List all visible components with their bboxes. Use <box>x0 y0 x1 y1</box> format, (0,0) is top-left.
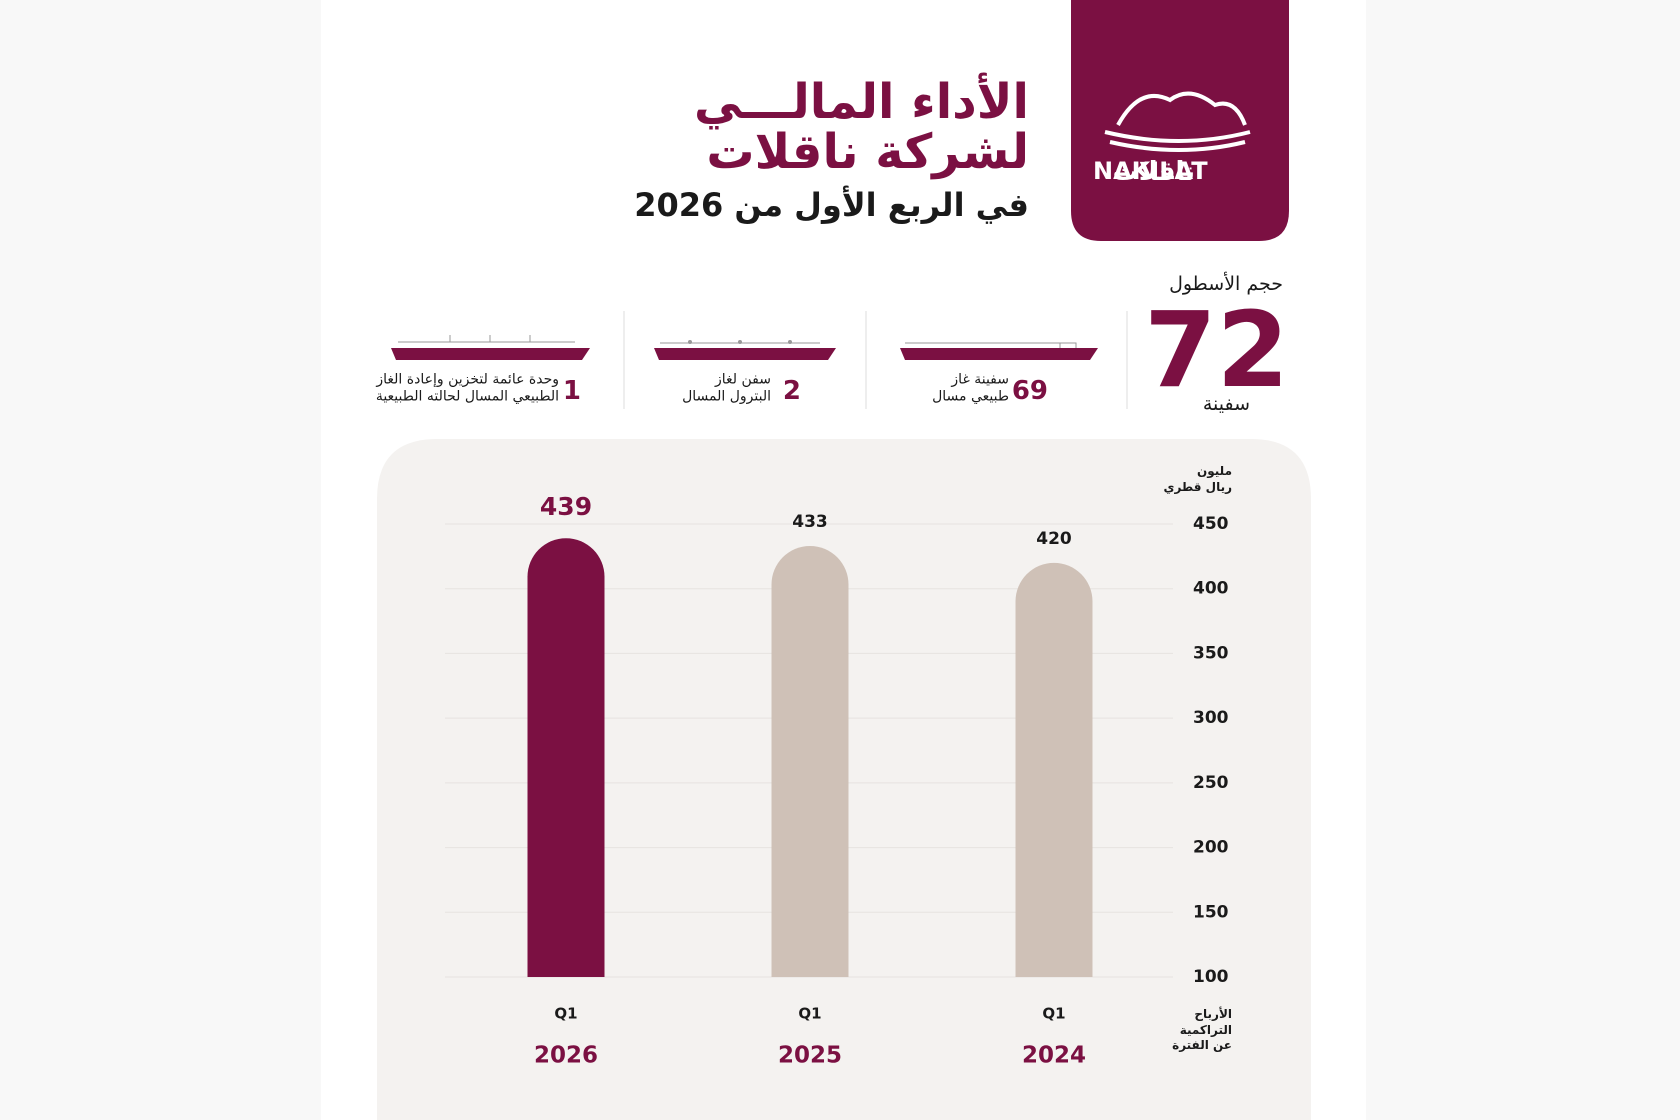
quarter-label: Q1 <box>798 1005 821 1023</box>
value-label: 420 <box>1036 529 1072 549</box>
value-label: 439 <box>540 492 592 521</box>
ship-icon <box>654 340 836 360</box>
fleet-count: 69 <box>1011 376 1048 406</box>
quarter-label: Q1 <box>554 1005 577 1023</box>
logo-box <box>1071 0 1289 241</box>
y-tick-label: 250 <box>1193 773 1229 793</box>
subtitle: في الربع الأول من 2026 <box>634 186 1029 224</box>
title: الأداء المالـــي <box>693 74 1029 130</box>
logo-latin: NAKILAT <box>1093 157 1208 185</box>
logo-mark <box>1104 91 1251 152</box>
fleet-item-label: سفينة غاز <box>951 371 1009 388</box>
fleet-item-label: طبيعي مسال <box>932 388 1009 405</box>
unit-label: مليون <box>1197 464 1232 478</box>
side-label: التراكمية <box>1179 1023 1232 1037</box>
y-tick-label: 350 <box>1193 643 1229 663</box>
value-label: 433 <box>792 512 828 532</box>
fleet-count: 2 <box>782 376 801 406</box>
fleet-count: 1 <box>562 376 581 406</box>
y-tick-label: 300 <box>1193 708 1229 728</box>
bar <box>771 546 849 977</box>
y-tick-label: 200 <box>1193 838 1229 858</box>
fleet-item-label: البترول المسال <box>682 388 771 405</box>
unit-label: ريال قطري <box>1163 480 1232 494</box>
x-tick-label: 2024 <box>1022 1043 1086 1069</box>
side-label: الأرباح <box>1194 1007 1232 1021</box>
y-tick-label: 150 <box>1193 902 1229 922</box>
fleet-item-label: وحدة عائمة لتخزين وإعادة الغاز <box>376 371 559 388</box>
logo-arabic: ناقلات <box>1112 157 1195 187</box>
fleet-total: 72 <box>1144 289 1289 411</box>
y-tick-label: 450 <box>1193 514 1229 534</box>
fleet-item-label: سفن لغاز <box>715 371 771 388</box>
side-label: عن الفترة <box>1172 1038 1232 1052</box>
bar <box>1015 562 1093 977</box>
fleet-unit: سفينة <box>1202 393 1250 415</box>
y-tick-label: 400 <box>1193 579 1229 599</box>
fleet-label: حجم الأسطول <box>1169 273 1283 295</box>
ship-icon <box>900 342 1098 360</box>
ship-icon <box>391 335 590 360</box>
quarter-label: Q1 <box>1042 1005 1065 1023</box>
y-tick-label: 100 <box>1193 967 1229 987</box>
x-tick-label: 2025 <box>778 1043 842 1069</box>
x-tick-label: 2026 <box>534 1043 598 1069</box>
fleet-item-label: الطبيعي المسال لحالته الطبيعية <box>375 388 559 405</box>
title: لشركة ناقلات <box>706 124 1029 180</box>
bar <box>527 538 605 977</box>
